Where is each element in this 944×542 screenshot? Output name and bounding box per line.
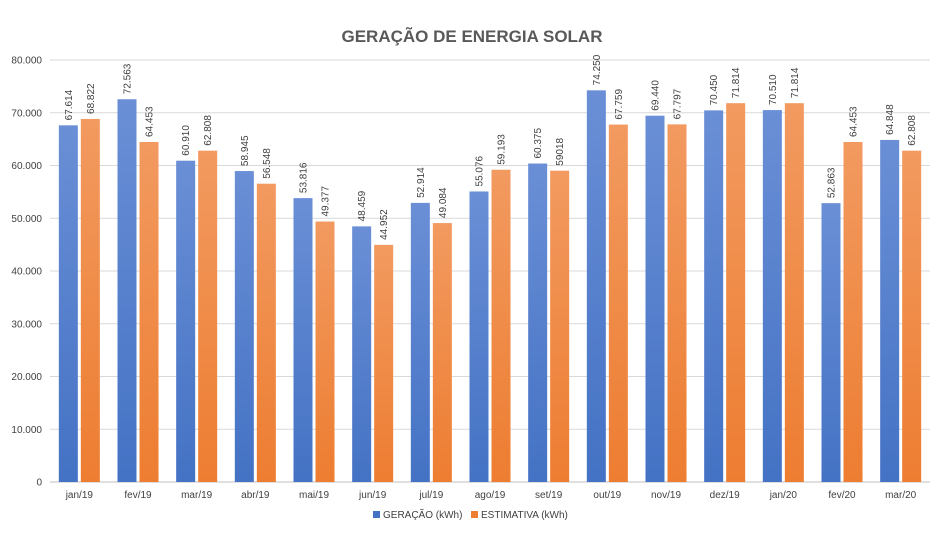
legend-label: GERAÇÃO (kWh) [383, 508, 462, 521]
x-tick-label: jun/19 [358, 490, 387, 501]
bar-geracao [410, 202, 430, 482]
data-label: 53.816 [299, 162, 310, 193]
gridlines [50, 59, 930, 483]
y-tick-label: 0 [36, 478, 42, 489]
bar-geracao [352, 226, 372, 482]
y-tick-label: 60.000 [11, 161, 42, 172]
data-label: 72.563 [123, 63, 134, 94]
data-label: 64.453 [145, 106, 156, 137]
y-tick-label: 40.000 [11, 267, 42, 278]
bar-geracao [117, 99, 137, 483]
y-tick-label: 50.000 [11, 214, 42, 225]
data-label: 52.914 [416, 167, 427, 198]
data-label: 48.459 [357, 190, 368, 221]
data-label: 68.822 [86, 83, 97, 114]
bar-estimativa [139, 142, 159, 482]
data-label: 44.952 [379, 209, 390, 240]
x-tick-label: dez/19 [710, 490, 740, 501]
x-axis-ticks: jan/19 fev/19 mar/19 abr/19 mai/19 jun/19 jul/… [65, 490, 917, 501]
bars [58, 90, 922, 483]
data-label: 58.945 [240, 135, 251, 166]
bar-estimativa [256, 183, 276, 483]
y-tick-label: 80.000 [11, 56, 42, 67]
bar-geracao [645, 115, 665, 482]
x-tick-label: mar/19 [181, 490, 213, 501]
bar-geracao [880, 139, 900, 482]
data-label: 60.375 [533, 127, 544, 158]
bar-geracao [469, 191, 489, 482]
bar-estimativa [843, 142, 863, 482]
bar-estimativa [608, 124, 628, 482]
y-tick-label: 20.000 [11, 372, 42, 383]
y-tick-label: 70.000 [11, 108, 42, 119]
legend: GERAÇÃO (kWh) ESTIMATIVA (kWh) [373, 508, 568, 521]
legend-label: ESTIMATIVA (kWh) [481, 510, 568, 521]
legend-swatch [471, 511, 478, 518]
x-tick-label: nov/19 [651, 490, 681, 501]
data-label: 49.377 [321, 186, 332, 217]
data-label: 60.910 [181, 125, 192, 156]
bar-geracao [704, 110, 724, 482]
x-tick-label: ago/19 [475, 490, 506, 501]
bar-estimativa [315, 221, 335, 483]
data-label: 67.759 [614, 89, 625, 120]
bar-geracao [234, 171, 254, 482]
data-label: 64.848 [885, 104, 896, 135]
bar-estimativa [667, 124, 687, 483]
bar-geracao [762, 110, 782, 482]
data-label: 59018 [555, 137, 566, 165]
bar-geracao [176, 160, 196, 482]
bar-estimativa [902, 150, 922, 482]
data-label: 71.814 [731, 67, 742, 98]
data-label: 74.250 [592, 54, 603, 85]
data-label: 59.193 [497, 134, 508, 165]
chart-title: GERAÇÃO DE ENERGIA SOLAR [341, 26, 602, 46]
bar-geracao [821, 203, 841, 482]
data-label: 67.614 [64, 89, 75, 120]
data-label: 70.450 [709, 74, 720, 105]
y-axis-ticks: 0 10.000 20.000 30.000 40.000 50.000 60.000 70.… [11, 56, 42, 489]
bar-geracao [528, 163, 548, 482]
x-tick-label: fev/20 [828, 490, 856, 501]
bar-estimativa [784, 103, 804, 482]
bar-estimativa [432, 223, 452, 482]
bar-estimativa [726, 103, 746, 482]
data-label: 49.084 [438, 187, 449, 218]
bar-geracao [58, 125, 78, 482]
x-tick-label: out/19 [593, 490, 621, 501]
x-tick-label: mar/20 [885, 490, 917, 501]
bar-estimativa [550, 170, 570, 482]
bar-geracao [586, 90, 606, 483]
y-tick-label: 30.000 [11, 319, 42, 330]
bar-estimativa [80, 118, 100, 482]
x-tick-label: jan/19 [65, 490, 94, 501]
data-label: 67.797 [673, 88, 684, 119]
x-tick-label: jan/20 [769, 490, 798, 501]
legend-swatch [373, 511, 380, 518]
data-label: 70.510 [768, 74, 779, 105]
data-label: 69.440 [651, 80, 662, 111]
x-tick-label: fev/19 [124, 490, 152, 501]
x-tick-label: abr/19 [241, 490, 270, 501]
data-label: 62.808 [907, 115, 918, 146]
data-label: 64.453 [849, 106, 860, 137]
data-label: 52.863 [827, 167, 838, 198]
data-labels: 67.614 68.822 72.563 64.453 60.910 62.808 58.9… [64, 54, 918, 240]
bar-estimativa [198, 150, 218, 482]
data-label: 62.808 [203, 115, 214, 146]
data-label: 71.814 [790, 67, 801, 98]
data-label: 55.076 [475, 155, 486, 186]
x-tick-label: mai/19 [299, 490, 329, 501]
x-tick-label: jul/19 [418, 490, 443, 501]
data-label: 56.548 [262, 148, 273, 179]
bar-estimativa [374, 244, 394, 482]
x-tick-label: set/19 [535, 490, 563, 501]
bar-geracao [293, 198, 313, 482]
y-tick-label: 10.000 [11, 425, 42, 436]
bar-estimativa [491, 169, 511, 482]
